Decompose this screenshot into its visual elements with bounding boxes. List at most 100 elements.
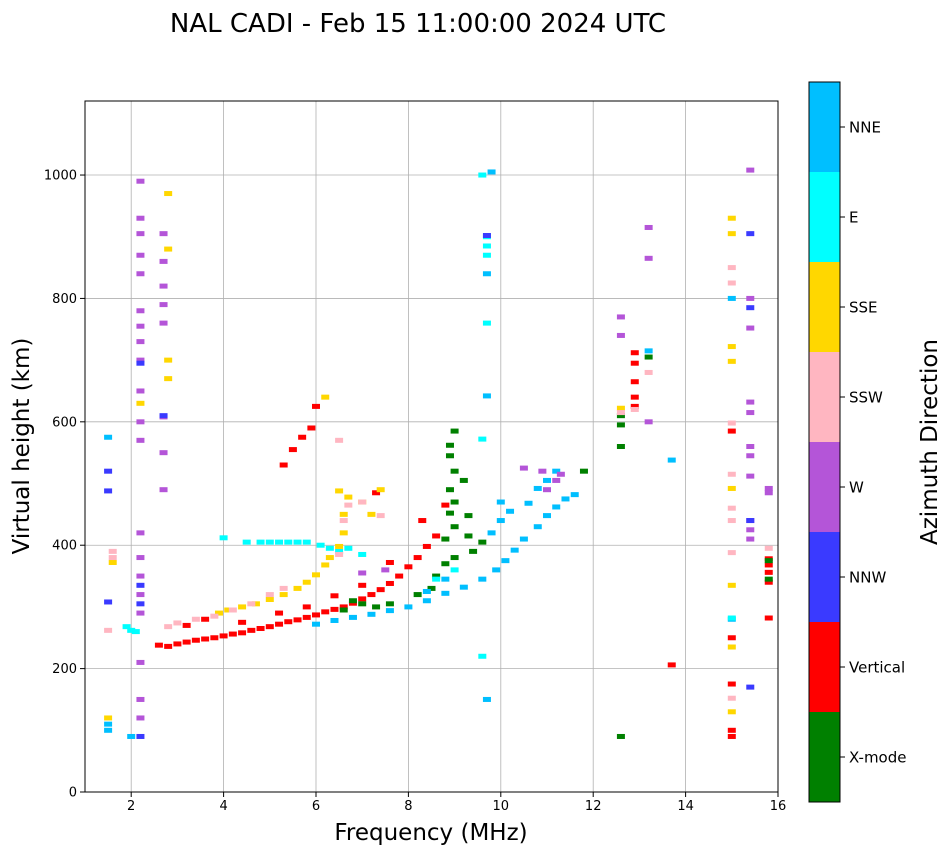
colorbar-tick-label: NNW <box>849 569 886 587</box>
data-point-w <box>136 215 145 221</box>
data-point-vertical <box>764 615 773 621</box>
data-point-vertical <box>727 727 736 733</box>
plot-frame <box>84 100 779 793</box>
data-point-x-mode <box>644 354 653 360</box>
data-point-ssw <box>173 620 182 626</box>
data-point-ssw <box>727 550 736 556</box>
data-point-vertical <box>727 733 736 739</box>
data-point-x-mode <box>450 499 459 505</box>
data-point-w <box>136 339 145 345</box>
data-point-e <box>127 627 136 633</box>
colorbar-tick-label: NNE <box>849 119 881 137</box>
data-point-vertical <box>630 403 639 409</box>
y-tick-label: 400 <box>52 539 77 554</box>
data-point-w <box>556 471 565 477</box>
data-point-vertical <box>630 379 639 385</box>
data-point-ssw <box>616 410 625 416</box>
data-point-sse <box>335 543 344 549</box>
data-point-x-mode <box>616 413 625 419</box>
data-point-ssw <box>228 607 237 613</box>
colorbar-segment <box>809 172 840 262</box>
x-tick-label: 2 <box>127 799 135 814</box>
data-point-nne <box>492 567 501 573</box>
colorbar-segment <box>809 352 840 442</box>
data-point-sse <box>367 511 376 517</box>
data-point-w <box>159 231 168 237</box>
data-point-ssw <box>727 505 736 511</box>
data-point-nne <box>348 614 357 620</box>
data-point-vertical <box>432 533 441 539</box>
y-tick-label: 0 <box>69 786 77 801</box>
data-point-e <box>293 539 302 545</box>
data-point-nne <box>487 530 496 536</box>
data-point-nne <box>496 499 505 505</box>
y-axis-label: Virtual height (km) <box>9 338 35 555</box>
data-point-nne <box>552 504 561 510</box>
data-point-e <box>727 615 736 621</box>
data-point-nne <box>330 617 339 623</box>
data-point-vertical <box>339 604 348 610</box>
data-point-x-mode <box>450 428 459 434</box>
data-point-nne <box>496 518 505 524</box>
colorbar-tick-label: E <box>849 209 858 227</box>
data-point-sse <box>265 597 274 603</box>
data-point-sse <box>339 511 348 517</box>
data-point-nne <box>312 621 320 627</box>
data-point-ssw <box>644 369 653 375</box>
data-point-ssw <box>335 437 344 443</box>
data-point-w <box>159 258 168 264</box>
data-point-vertical <box>330 606 339 612</box>
data-point-w <box>136 659 145 665</box>
data-point-nne <box>441 590 450 596</box>
data-point-vertical <box>764 569 773 575</box>
data-point-vertical <box>201 636 210 642</box>
data-point-e <box>344 545 353 551</box>
data-point-e <box>432 576 441 582</box>
data-point-nne <box>385 608 394 614</box>
y-tick-label: 200 <box>52 662 77 677</box>
data-point-w <box>746 325 755 331</box>
data-point-w <box>136 178 145 184</box>
data-point-sse <box>727 215 736 221</box>
data-point-w <box>381 567 390 573</box>
data-point-x-mode <box>445 487 454 493</box>
data-point-x-mode <box>441 536 450 542</box>
data-point-ssw <box>265 592 274 598</box>
data-point-sse <box>214 610 223 616</box>
data-point-e <box>275 539 284 545</box>
data-point-e <box>478 436 487 442</box>
data-point-nne <box>543 477 551 483</box>
colorbar-segment <box>809 622 840 712</box>
data-point-nne <box>510 547 519 553</box>
data-point-w <box>159 487 168 493</box>
data-point-vertical <box>191 637 200 643</box>
data-point-sse <box>164 376 173 382</box>
data-point-nne <box>501 558 510 564</box>
data-point-x-mode <box>616 422 625 428</box>
data-point-w <box>136 696 145 702</box>
data-point-nnw <box>136 360 145 366</box>
data-point-sse <box>279 592 288 598</box>
data-point-w <box>746 444 755 449</box>
data-point-e <box>478 653 487 659</box>
data-point-vertical <box>330 593 339 599</box>
data-point-vertical <box>727 635 736 641</box>
data-point-sse <box>136 400 145 406</box>
data-point-nne <box>667 457 676 463</box>
data-point-w <box>136 437 145 443</box>
data-point-ssw <box>376 513 385 519</box>
data-point-w <box>538 468 547 474</box>
data-point-vertical <box>321 609 330 615</box>
data-point-nnw <box>746 684 755 690</box>
data-point-vertical <box>265 624 274 630</box>
data-point-sse <box>251 601 260 607</box>
data-point-w <box>136 323 145 329</box>
colorbar-segment <box>809 262 840 352</box>
data-point-nnw <box>159 413 168 419</box>
colorbar-tick-label: SSE <box>849 299 878 317</box>
data-point-ssw <box>164 624 173 630</box>
data-point-e <box>302 539 311 545</box>
data-point-w <box>746 410 755 416</box>
data-point-ssw <box>764 545 773 551</box>
data-point-e <box>316 542 325 548</box>
